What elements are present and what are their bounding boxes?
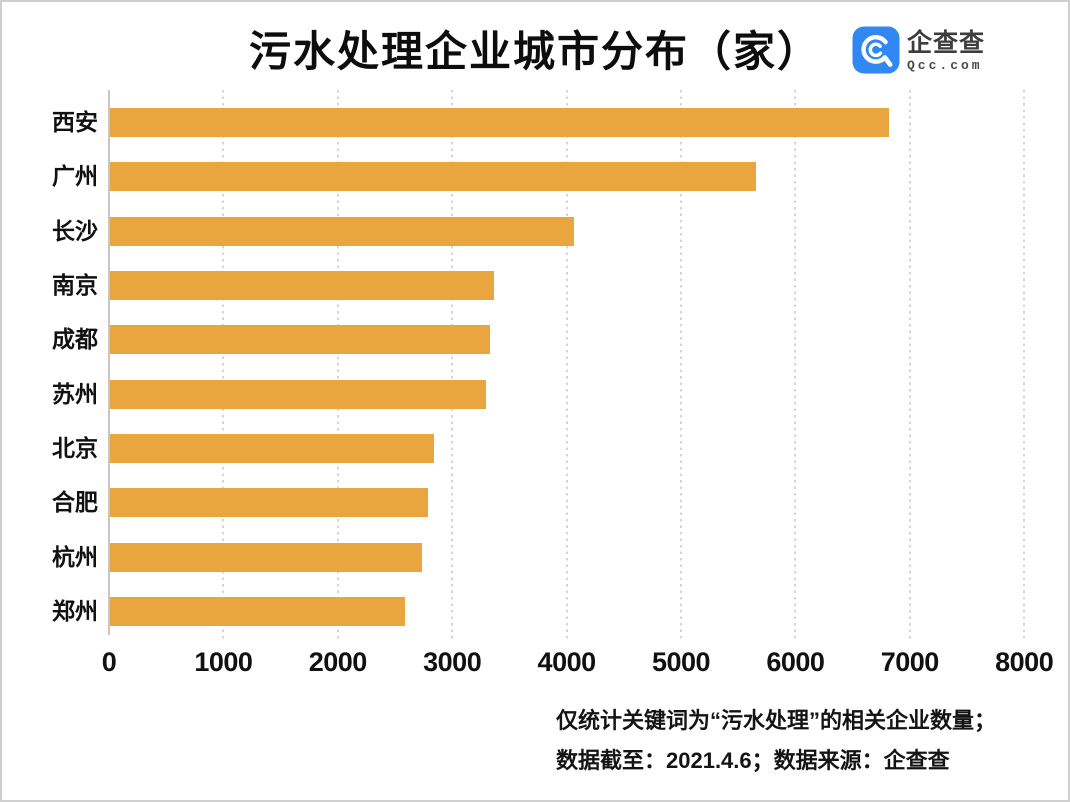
bar-广州 — [110, 162, 757, 192]
chart-title: 污水处理企业城市分布（家） — [248, 28, 821, 75]
category-label-北京: 北京 — [52, 434, 98, 461]
x-tick-label-7000: 7000 — [880, 647, 940, 677]
grid-line-7000 — [908, 90, 911, 641]
category-label-郑州: 郑州 — [52, 597, 98, 624]
footer-note-1: 仅统计关键词为“污水处理”的相关企业数量； — [556, 708, 997, 733]
qcc-magnifier-icon — [852, 26, 900, 79]
x-tick-label-2000: 2000 — [308, 647, 368, 677]
category-label-成都: 成都 — [52, 326, 98, 353]
category-label-合肥: 合肥 — [52, 489, 98, 516]
grid-line-3000 — [451, 90, 454, 641]
qcc-logo-brand: 企查查 — [907, 29, 986, 57]
bar-南京 — [110, 270, 495, 300]
grid-line-5000 — [680, 90, 682, 641]
x-tick-label-8000: 8000 — [995, 647, 1054, 677]
grid-line-2000 — [336, 90, 339, 641]
category-label-广州: 广州 — [52, 163, 98, 190]
footer-notes: 仅统计关键词为“污水处理”的相关企业数量； 数据截至：2021.4.6；数据来源… — [556, 701, 996, 781]
x-tick-label-6000: 6000 — [766, 647, 825, 677]
category-label-长沙: 长沙 — [52, 217, 98, 244]
x-tick-label-4000: 4000 — [537, 647, 597, 677]
bar-郑州 — [110, 596, 406, 626]
grid-line-8000 — [1023, 90, 1026, 641]
x-tick-label-1000: 1000 — [194, 647, 253, 677]
bar-西安 — [110, 108, 890, 137]
grid-line-1000 — [222, 90, 225, 641]
footer-note-2: 数据截至：2021.4.6；数据来源：企查查 — [556, 748, 950, 773]
bar-杭州 — [110, 542, 423, 572]
category-label-杭州: 杭州 — [52, 543, 98, 570]
category-label-苏州: 苏州 — [52, 380, 98, 407]
category-label-南京: 南京 — [52, 271, 98, 298]
qcc-logo: 企查查 Qcc.com — [852, 26, 985, 79]
category-label-西安: 西安 — [52, 109, 98, 135]
x-tick-label-3000: 3000 — [423, 647, 482, 677]
x-tick-label-0: 0 — [101, 647, 117, 677]
bar-长沙 — [110, 216, 575, 246]
bar-合肥 — [110, 488, 429, 518]
qcc-logo-text: 企查查 Qcc.com — [907, 26, 985, 74]
grid-line-4000 — [565, 90, 568, 641]
qcc-logo-site: Qcc.com — [907, 58, 983, 73]
grid-line-6000 — [794, 90, 797, 641]
bar-北京 — [110, 433, 434, 463]
bar-成都 — [110, 325, 490, 355]
y-axis-line — [108, 90, 110, 635]
bar-苏州 — [110, 379, 487, 409]
x-tick-label-5000: 5000 — [651, 647, 711, 677]
